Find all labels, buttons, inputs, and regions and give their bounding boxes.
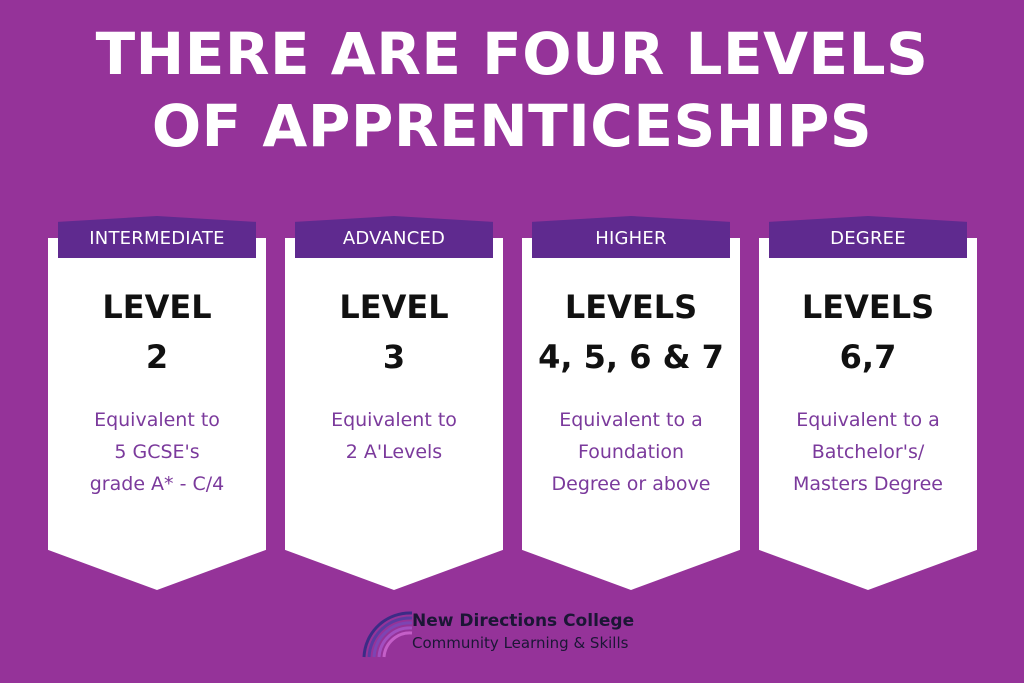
description-line: Foundation — [577, 441, 685, 463]
card-description: Equivalent to a Foundation Degree or abo… — [522, 404, 740, 500]
card-background — [285, 238, 503, 590]
card-level: LEVEL 2 — [48, 282, 266, 382]
description-line: grade A* - C/4 — [89, 473, 225, 495]
card-description: Equivalent to 2 A'Levels — [285, 404, 503, 468]
card-level: LEVELS 4, 5, 6 & 7 — [522, 282, 740, 382]
card-tab-label: INTERMEDIATE — [58, 216, 256, 258]
description-line: Equivalent to — [331, 409, 457, 431]
college-subtitle: Community Learning & Skills — [412, 634, 629, 652]
description-line: Degree or above — [551, 473, 711, 495]
description-line: Masters Degree — [793, 473, 943, 495]
card-level: LEVEL 3 — [285, 282, 503, 382]
level-label: LEVEL — [339, 288, 449, 326]
card-intermediate: INTERMEDIATE LEVEL 2 Equivalent to 5 GCS… — [48, 216, 266, 590]
level-label: LEVELS — [801, 288, 935, 326]
description-line: Equivalent to a — [796, 409, 940, 431]
card-tab-label: HIGHER — [532, 216, 730, 258]
card-description: Equivalent to a Batchelor's/ Masters Deg… — [759, 404, 977, 500]
college-name: New Directions College — [412, 611, 635, 631]
college-logo: New Directions College Community Learnin… — [360, 603, 660, 659]
level-label: LEVEL — [102, 288, 212, 326]
card-background — [522, 238, 740, 590]
card-description: Equivalent to 5 GCSE's grade A* - C/4 — [48, 404, 266, 500]
rainbow-arc-icon — [362, 611, 413, 658]
card-tab-label: ADVANCED — [295, 216, 493, 258]
card-background — [759, 238, 977, 590]
card-higher: HIGHER LEVELS 4, 5, 6 & 7 Equivalent to … — [522, 216, 740, 590]
description-line: 5 GCSE's — [114, 441, 200, 463]
level-number: 6,7 — [839, 338, 897, 376]
description-line: 2 A'Levels — [345, 441, 443, 463]
title-line-2: OF APPRENTICESHIPS — [151, 92, 873, 160]
level-number: 3 — [382, 338, 406, 376]
description-line: Equivalent to a — [559, 409, 703, 431]
description-line: Equivalent to — [94, 409, 220, 431]
card-background — [48, 238, 266, 590]
card-advanced: ADVANCED LEVEL 3 Equivalent to 2 A'Level… — [285, 216, 503, 590]
card-degree: DEGREE LEVELS 6,7 Equivalent to a Batche… — [759, 216, 977, 590]
title-line-1: THERE ARE FOUR LEVELS — [95, 20, 929, 88]
level-label: LEVELS — [564, 288, 698, 326]
card-tab-label: DEGREE — [769, 216, 967, 258]
level-number: 4, 5, 6 & 7 — [538, 338, 724, 376]
description-line: Batchelor's/ — [811, 441, 925, 463]
page-title: THERE ARE FOUR LEVELS OF APPRENTICESHIPS — [0, 18, 1024, 162]
card-level: LEVELS 6,7 — [759, 282, 977, 382]
level-number: 2 — [145, 338, 169, 376]
